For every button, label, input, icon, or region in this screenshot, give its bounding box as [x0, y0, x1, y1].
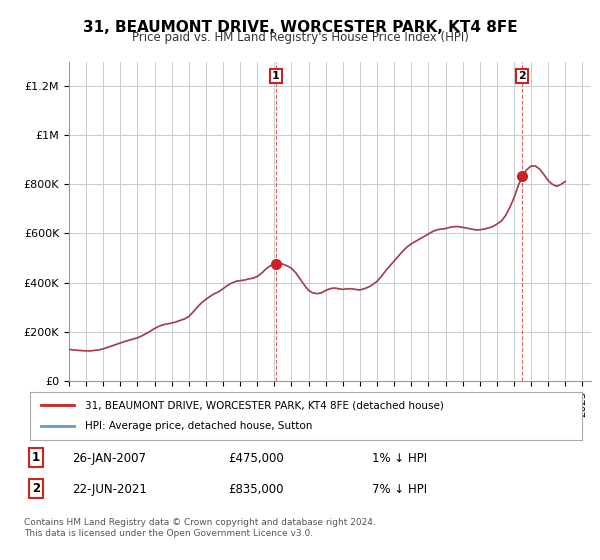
Text: 26-JAN-2007: 26-JAN-2007	[72, 452, 146, 465]
Text: 7% ↓ HPI: 7% ↓ HPI	[372, 483, 427, 496]
Text: 22-JUN-2021: 22-JUN-2021	[72, 483, 147, 496]
Text: £475,000: £475,000	[228, 452, 284, 465]
Text: 31, BEAUMONT DRIVE, WORCESTER PARK, KT4 8FE: 31, BEAUMONT DRIVE, WORCESTER PARK, KT4 …	[83, 20, 517, 35]
Text: Price paid vs. HM Land Registry's House Price Index (HPI): Price paid vs. HM Land Registry's House …	[131, 31, 469, 44]
Text: HPI: Average price, detached house, Sutton: HPI: Average price, detached house, Sutt…	[85, 421, 313, 431]
Text: Contains HM Land Registry data © Crown copyright and database right 2024.
This d: Contains HM Land Registry data © Crown c…	[24, 518, 376, 538]
Text: 2: 2	[518, 71, 526, 81]
Text: 2: 2	[32, 482, 40, 494]
Text: 1: 1	[32, 451, 40, 464]
Text: £835,000: £835,000	[228, 483, 284, 496]
Text: 31, BEAUMONT DRIVE, WORCESTER PARK, KT4 8FE (detached house): 31, BEAUMONT DRIVE, WORCESTER PARK, KT4 …	[85, 400, 444, 410]
Text: 1% ↓ HPI: 1% ↓ HPI	[372, 452, 427, 465]
Text: 1: 1	[272, 71, 280, 81]
